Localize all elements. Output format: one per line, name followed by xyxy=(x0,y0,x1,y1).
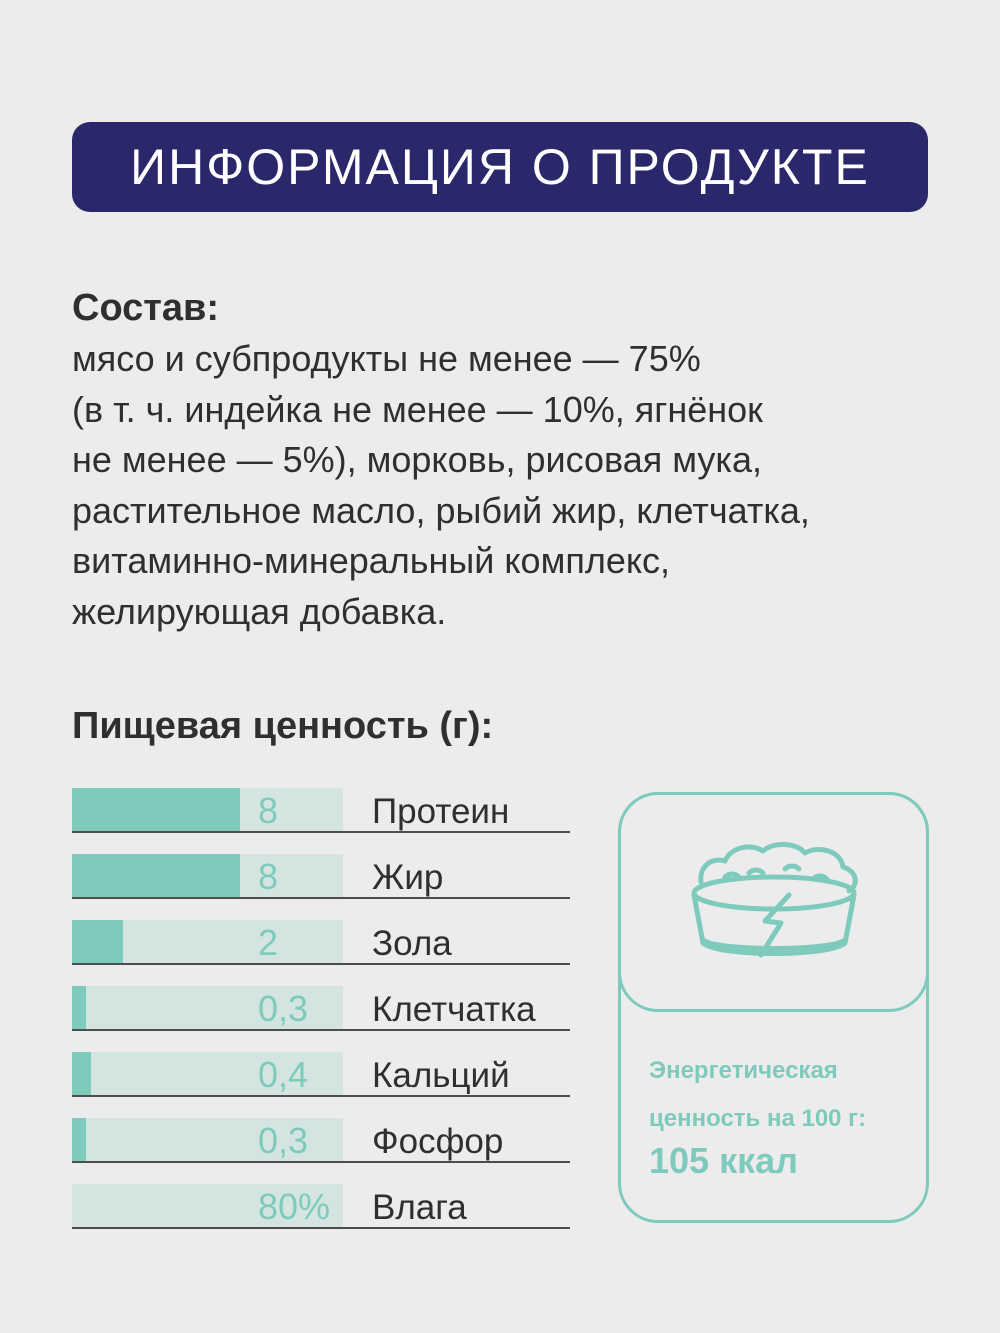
row-divider xyxy=(72,1161,570,1163)
energy-label-line: ценность на 100 г: xyxy=(649,1105,867,1132)
composition-line: не менее — 5%), морковь, рисовая мука, xyxy=(72,439,762,480)
nutrition-row-fat: 8 Жир xyxy=(72,852,570,918)
composition-section: Состав: мясо и субпродукты не менее — 75… xyxy=(72,282,942,637)
energy-label: Энергетическая ценность на 100 г: xyxy=(649,1047,919,1143)
header-banner: ИНФОРМАЦИЯ О ПРОДУКТЕ xyxy=(72,122,928,212)
nutrition-value: 0,3 xyxy=(258,1120,309,1161)
nutrition-row-protein: 8 Протеин xyxy=(72,786,570,852)
nutrition-row-calcium: 0,4 Кальций xyxy=(72,1050,570,1116)
nutrition-row-ash: 2 Зола xyxy=(72,918,570,984)
composition-line: растительное масло, рыбий жир, клетчатка… xyxy=(72,489,810,531)
bar-track xyxy=(72,788,343,832)
row-divider xyxy=(72,1095,570,1097)
composition-heading: Состав: xyxy=(72,287,220,329)
nutrition-value: 0,3 xyxy=(258,988,309,1029)
row-divider xyxy=(72,963,570,965)
bar-track xyxy=(72,1052,343,1096)
nutrition-value: 8 xyxy=(258,856,279,897)
nutrition-label: Влага xyxy=(372,1188,467,1227)
energy-value: 105 ккал xyxy=(649,1140,798,1181)
nutrition-value: 2 xyxy=(258,922,279,963)
nutrition-row-phosphorus: 0,3 Фосфор xyxy=(72,1116,570,1182)
bar-fill xyxy=(72,854,241,898)
bar-track xyxy=(72,854,343,898)
nutrition-label: Протеин xyxy=(372,792,510,831)
row-divider xyxy=(72,897,570,899)
bar-fill xyxy=(72,1118,86,1162)
bar-fill xyxy=(72,920,124,964)
nutrition-label: Кальций xyxy=(372,1056,510,1095)
composition-line: (в т. ч. индейка не менее — 10%, ягнёнок xyxy=(72,388,763,430)
nutrition-list: 8 Протеин 8 Жир 2 Зола 0,3 Клетчатка 0,4… xyxy=(72,786,570,1248)
row-divider xyxy=(72,1227,570,1229)
bar-track xyxy=(72,920,343,964)
energy-label-line: Энергетическая xyxy=(649,1057,838,1084)
row-divider xyxy=(72,1029,570,1031)
nutrition-heading: Пищевая ценность (г): xyxy=(72,705,494,747)
bar-fill xyxy=(72,1052,91,1096)
nutrition-label: Фосфор xyxy=(372,1122,504,1161)
composition-line: витаминно-минеральный комплекс, xyxy=(72,540,671,581)
nutrition-value: 80% xyxy=(258,1186,331,1227)
nutrition-row-fiber: 0,3 Клетчатка xyxy=(72,984,570,1050)
row-divider xyxy=(72,831,570,833)
energy-icon-box xyxy=(618,792,929,1012)
nutrition-label: Клетчатка xyxy=(372,990,536,1029)
bar-fill xyxy=(72,986,86,1030)
nutrition-row-moisture: 80% Влага xyxy=(72,1182,570,1248)
nutrition-label: Зола xyxy=(372,924,452,963)
bar-track xyxy=(72,986,343,1030)
composition-line: желирующая добавка. xyxy=(72,590,447,632)
nutrition-value: 0,4 xyxy=(258,1054,309,1095)
bar-track xyxy=(72,1184,343,1228)
bar-fill xyxy=(72,788,241,832)
composition-line: мясо и субпродукты не менее — 75% xyxy=(72,338,701,379)
food-bowl-icon xyxy=(691,842,858,958)
nutrition-label: Жир xyxy=(372,858,444,897)
energy-card: Энергетическая ценность на 100 г: 105 кк… xyxy=(618,792,929,1223)
bar-track xyxy=(72,1118,343,1162)
page-title: ИНФОРМАЦИЯ О ПРОДУКТЕ xyxy=(130,139,870,195)
nutrition-value: 8 xyxy=(258,790,279,831)
